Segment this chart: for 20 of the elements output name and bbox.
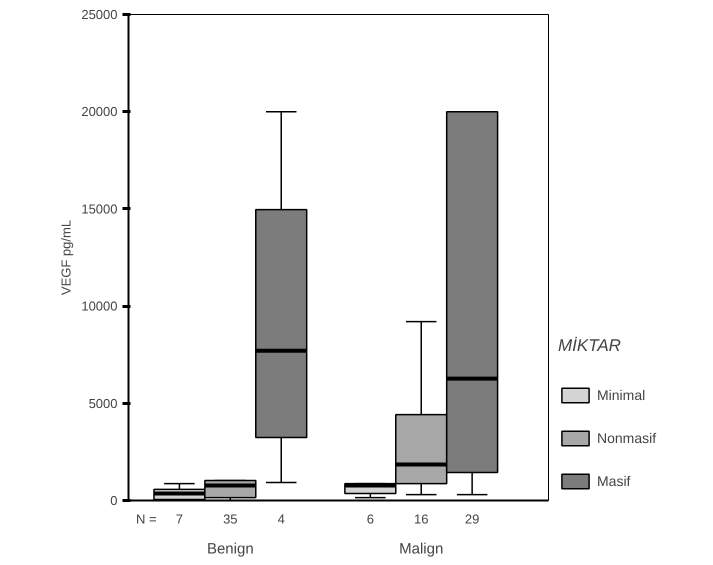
text: 16 [414, 512, 428, 526]
legend-title: MİKTAR [558, 336, 622, 356]
text: 35 [223, 512, 238, 526]
y-tick-label: 10000 [81, 298, 118, 314]
legend-label: Nonmasif [597, 430, 656, 446]
y-tick-label: 20000 [81, 104, 118, 120]
y-tick-label: 5000 [88, 396, 118, 411]
x-tick-label: Malign [399, 540, 444, 558]
x-tick-label: Benign [206, 540, 254, 558]
y-tick-label: 0 [110, 493, 118, 508]
y-axis-title: VEGF pg/mL [58, 220, 74, 296]
text: N = [136, 512, 157, 526]
legend-label: Minimal [597, 387, 646, 403]
y-tick-label: 25000 [81, 7, 118, 22]
text: 4 [278, 512, 285, 526]
y-tick-label: 15000 [81, 201, 118, 216]
text: 6 [366, 512, 374, 526]
text: 7 [176, 512, 184, 526]
legend-label: Masif [597, 473, 630, 489]
text: 29 [464, 512, 480, 526]
